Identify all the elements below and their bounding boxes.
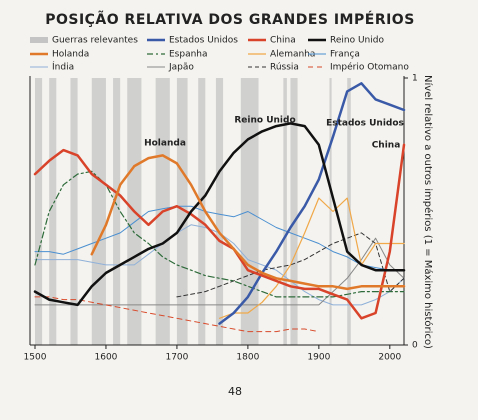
legend-label: Rússia	[270, 63, 299, 73]
series-line	[90, 154, 406, 291]
series-line	[218, 82, 406, 325]
series-line	[34, 237, 405, 306]
annotation: Estados Unidos	[326, 119, 404, 129]
war-band	[176, 78, 188, 345]
war-band	[283, 78, 287, 345]
series-line	[33, 143, 406, 320]
annotation: Reino Unido	[234, 116, 295, 126]
series-line	[34, 170, 405, 298]
legend-label: França	[330, 50, 360, 60]
chart-title: POSIÇÃO RELATIVA DOS GRANDES IMPÉRIOS	[45, 11, 415, 28]
series-line	[33, 122, 406, 307]
war-band	[113, 78, 121, 345]
y-axis-label: Nível relativo a outros impérios (1 = Má…	[422, 75, 434, 349]
war-band	[70, 78, 78, 345]
legend-label: Guerras relevantes	[52, 36, 138, 46]
legend-label: Império Otomano	[330, 62, 409, 73]
legend-label: Holanda	[52, 50, 89, 60]
annotation: Holanda	[144, 139, 186, 149]
x-tick-label: 2000	[378, 353, 401, 363]
war-band	[240, 78, 259, 345]
legend-label: China	[270, 36, 296, 46]
legend-label: Reino Unido	[330, 36, 384, 46]
x-tick-label: 1500	[24, 353, 47, 363]
war-band	[290, 78, 298, 345]
war-band	[35, 78, 43, 345]
series-line	[176, 232, 405, 298]
x-tick-label: 1800	[236, 353, 259, 363]
war-band	[49, 78, 57, 345]
x-tick-label: 1900	[307, 353, 330, 363]
x-tick-label: 1700	[165, 353, 188, 363]
legend-label: Índia	[52, 61, 74, 73]
war-band	[198, 78, 206, 345]
x-tick-label: 1600	[95, 353, 118, 363]
legend-label: Alemanha	[270, 50, 315, 60]
war-band	[347, 78, 351, 345]
y-tick-label: 1	[412, 74, 418, 84]
legend-label: Japão	[168, 63, 194, 73]
y-tick-label: 0	[412, 341, 418, 351]
war-band	[91, 78, 106, 345]
legend-label: Estados Unidos	[169, 36, 238, 46]
annotation: China	[372, 141, 401, 151]
legend-swatch	[30, 37, 48, 43]
series-line	[218, 197, 405, 319]
legend-label: Espanha	[169, 50, 208, 60]
war-band	[329, 78, 332, 345]
war-band	[215, 78, 224, 345]
page-number: 48	[228, 385, 242, 398]
